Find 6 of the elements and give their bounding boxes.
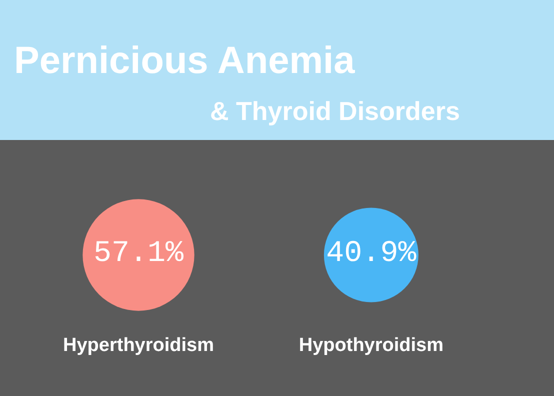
category-label: Hypothyroidism xyxy=(298,335,444,356)
text: Pernicious Anemia xyxy=(14,40,356,82)
category-label: Hyperthyroidism xyxy=(63,335,214,356)
text: & Thyroid Disorders xyxy=(210,96,460,126)
data-label: 57.1% xyxy=(93,237,185,271)
data-label: 40.9% xyxy=(326,237,418,271)
